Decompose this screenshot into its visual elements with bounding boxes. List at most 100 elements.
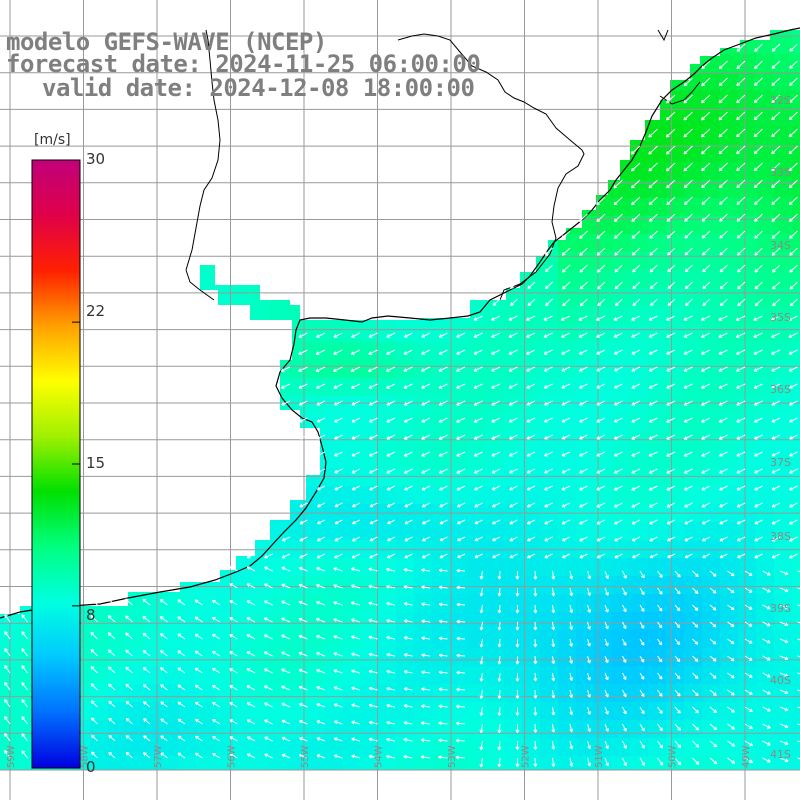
speed-cell bbox=[306, 756, 325, 770]
speed-cell bbox=[162, 594, 181, 613]
wind-arrow bbox=[533, 587, 538, 597]
wind-arrow bbox=[298, 634, 308, 640]
wind-arrow bbox=[754, 230, 763, 239]
wind-arrow bbox=[264, 553, 273, 559]
wind-arrow bbox=[622, 706, 627, 715]
speed-cell bbox=[540, 414, 559, 433]
lon-label: 50W bbox=[668, 745, 679, 768]
speed-cell bbox=[720, 342, 739, 361]
speed-cell bbox=[216, 288, 235, 307]
wind-arrow bbox=[736, 213, 746, 222]
wind-arrow bbox=[639, 757, 645, 766]
wind-arrow bbox=[211, 667, 221, 674]
speed-cell bbox=[774, 612, 793, 631]
speed-cell bbox=[792, 144, 800, 163]
wind-arrow bbox=[515, 757, 520, 768]
wind-arrow bbox=[666, 468, 676, 474]
wind-arrow bbox=[692, 757, 700, 765]
speed-cell bbox=[720, 396, 739, 415]
wind-arrow bbox=[386, 652, 396, 657]
speed-cell bbox=[630, 468, 649, 487]
wind-arrow bbox=[386, 669, 396, 674]
wind-arrow bbox=[788, 332, 798, 338]
wind-arrow bbox=[789, 247, 798, 256]
wind-arrow bbox=[369, 553, 378, 559]
wind-arrow bbox=[351, 553, 361, 559]
wind-arrow bbox=[719, 196, 728, 205]
wind-arrow bbox=[744, 638, 753, 644]
speed-cell bbox=[702, 576, 721, 595]
wind-arrow bbox=[719, 519, 728, 525]
speed-cell bbox=[360, 432, 379, 451]
speed-cell bbox=[702, 324, 721, 343]
speed-cell bbox=[540, 288, 559, 307]
speed-cell bbox=[504, 378, 523, 397]
speed-cell bbox=[792, 90, 800, 109]
speed-cell bbox=[414, 468, 433, 487]
speed-cell bbox=[252, 612, 271, 631]
speed-cell bbox=[324, 612, 343, 631]
wind-arrow bbox=[736, 417, 746, 423]
speed-cell bbox=[360, 324, 379, 343]
speed-cell bbox=[108, 648, 127, 667]
wind-arrow bbox=[718, 315, 728, 321]
wind-arrow bbox=[333, 754, 343, 759]
wind-arrow bbox=[21, 682, 28, 691]
wind-arrow bbox=[718, 332, 728, 338]
speed-cell bbox=[378, 540, 397, 559]
speed-cell bbox=[504, 396, 523, 415]
wind-arrow bbox=[667, 553, 676, 559]
speed-cell bbox=[324, 720, 343, 739]
wind-arrow bbox=[315, 366, 326, 372]
speed-cell bbox=[774, 432, 793, 451]
wind-arrow bbox=[551, 672, 556, 682]
speed-cell bbox=[702, 378, 721, 397]
speed-cell bbox=[522, 396, 541, 415]
wind-arrow bbox=[281, 668, 291, 674]
wind-arrow bbox=[639, 672, 645, 680]
wind-arrow bbox=[561, 519, 571, 525]
wind-arrow bbox=[771, 485, 781, 491]
speed-cell bbox=[792, 108, 800, 127]
speed-cell bbox=[558, 720, 577, 739]
wind-arrow bbox=[789, 230, 798, 239]
wind-arrow bbox=[771, 451, 781, 457]
wind-arrow bbox=[718, 349, 728, 355]
wind-arrow bbox=[316, 434, 326, 440]
speed-cell bbox=[378, 576, 397, 595]
speed-cell bbox=[342, 414, 361, 433]
speed-cell bbox=[468, 468, 487, 487]
wind-arrow bbox=[91, 751, 98, 759]
speed-cell bbox=[666, 684, 685, 703]
wind-arrow bbox=[315, 600, 326, 606]
wind-arrow bbox=[281, 719, 291, 725]
wind-arrow bbox=[718, 451, 728, 457]
speed-cell bbox=[288, 738, 307, 757]
wind-arrow bbox=[788, 213, 798, 223]
speed-cell bbox=[396, 342, 415, 361]
speed-cell bbox=[648, 522, 667, 541]
speed-cell bbox=[324, 540, 343, 559]
speed-cell bbox=[180, 612, 199, 631]
speed-cell bbox=[162, 648, 181, 667]
wind-arrow bbox=[754, 536, 763, 542]
speed-cell bbox=[756, 54, 775, 73]
speed-cell bbox=[450, 576, 469, 595]
wind-arrow bbox=[639, 621, 645, 629]
wind-arrow bbox=[368, 737, 378, 742]
speed-cell bbox=[630, 540, 649, 559]
speed-cell bbox=[702, 270, 721, 289]
speed-cell bbox=[558, 612, 577, 631]
wind-arrow bbox=[526, 553, 536, 559]
speed-cell bbox=[666, 594, 685, 613]
speed-cell bbox=[792, 306, 800, 325]
speed-cell bbox=[540, 432, 559, 451]
wind-arrow bbox=[702, 281, 711, 290]
wind-arrow bbox=[21, 733, 28, 742]
wind-arrow bbox=[596, 264, 606, 273]
wind-arrow bbox=[438, 417, 448, 423]
speed-cell bbox=[252, 306, 271, 325]
wind-arrow bbox=[788, 383, 798, 389]
wind-arrow bbox=[701, 400, 711, 406]
wind-arrow bbox=[736, 553, 746, 559]
